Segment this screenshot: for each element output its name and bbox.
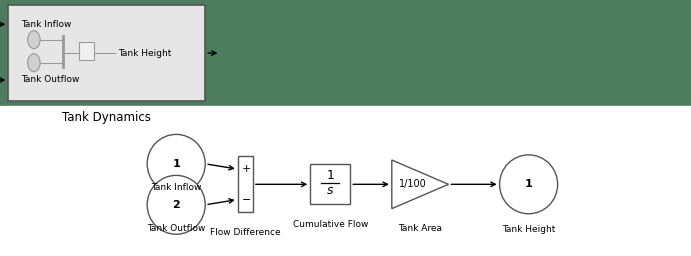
Ellipse shape	[147, 134, 205, 193]
Text: Tank Height: Tank Height	[502, 225, 556, 234]
Ellipse shape	[28, 54, 40, 72]
Text: Cumulative Flow: Cumulative Flow	[292, 219, 368, 229]
Bar	[0, 106, 691, 256]
Text: Tank Area: Tank Area	[398, 224, 442, 233]
Text: Tank Outflow: Tank Outflow	[21, 76, 79, 84]
Text: −: −	[242, 195, 252, 205]
Text: Tank Outflow: Tank Outflow	[147, 224, 205, 233]
Text: s: s	[327, 184, 334, 197]
Text: Tank Inflow: Tank Inflow	[21, 20, 71, 29]
Polygon shape	[392, 160, 448, 209]
Text: Flow Difference: Flow Difference	[210, 228, 281, 237]
Bar	[79, 42, 95, 60]
Text: +: +	[242, 164, 252, 174]
FancyBboxPatch shape	[8, 5, 205, 101]
Text: 1: 1	[524, 179, 533, 189]
Ellipse shape	[500, 155, 558, 214]
Text: 1/100: 1/100	[399, 179, 427, 189]
Text: Tank Height: Tank Height	[118, 49, 171, 58]
Text: 2: 2	[172, 200, 180, 210]
Text: 1: 1	[326, 169, 334, 182]
Bar	[310, 164, 350, 204]
Text: Tank Dynamics: Tank Dynamics	[62, 111, 151, 124]
Bar	[238, 156, 253, 212]
Ellipse shape	[147, 175, 205, 234]
Ellipse shape	[28, 31, 40, 49]
Bar	[0, 0, 691, 106]
Text: Tank Inflow: Tank Inflow	[151, 183, 201, 192]
Text: 1: 1	[172, 159, 180, 169]
